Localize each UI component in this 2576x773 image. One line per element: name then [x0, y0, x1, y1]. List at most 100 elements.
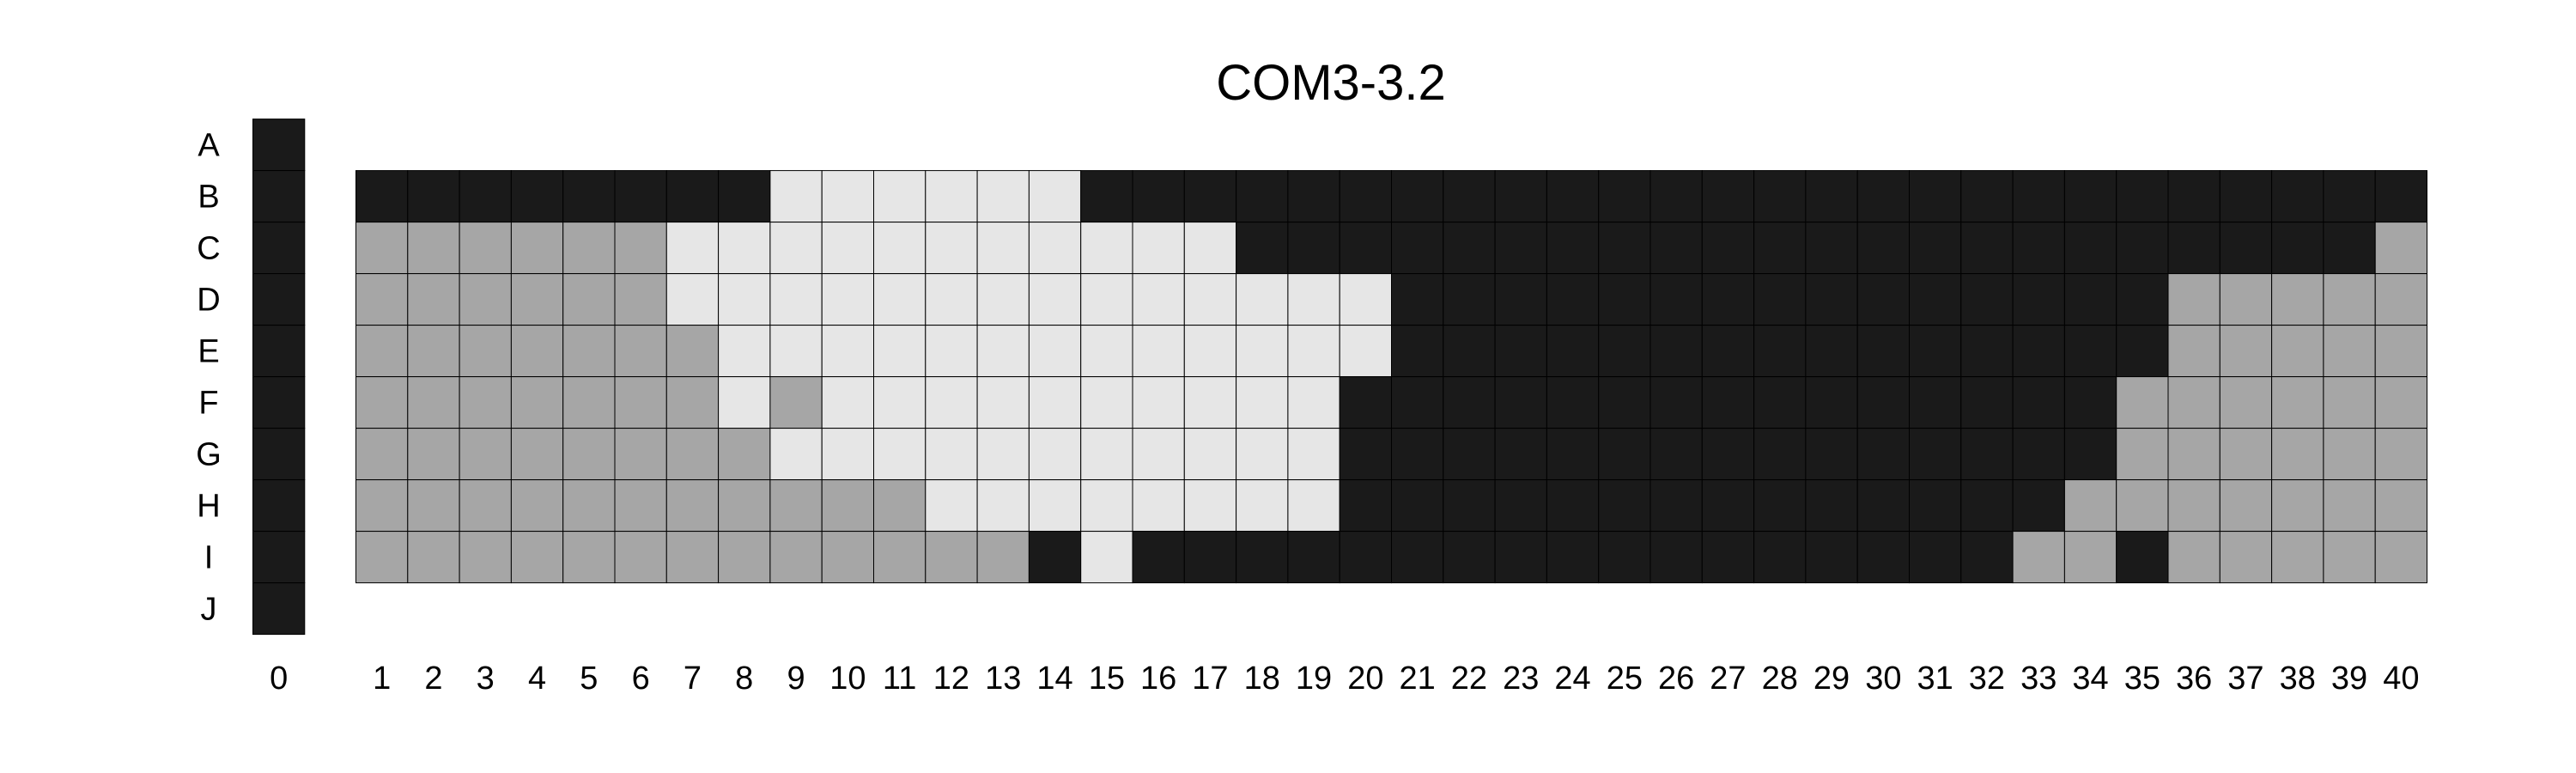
cell-E-0: [252, 325, 306, 378]
cell-B-33: [2012, 170, 2065, 223]
cell-I-39: [2323, 531, 2376, 584]
cell-H-22: [1443, 479, 1496, 533]
column-label-19: 19: [1296, 660, 1332, 697]
cell-H-10: [821, 479, 875, 533]
cell-C-25: [1598, 222, 1651, 275]
row-label-B: B: [197, 180, 219, 216]
cell-H-14: [1028, 479, 1082, 533]
cell-E-37: [2219, 325, 2273, 378]
cell-C-18: [1236, 222, 1289, 275]
cell-C-12: [925, 222, 978, 275]
cell-H-26: [1649, 479, 1703, 533]
column-label-30: 30: [1865, 660, 1901, 697]
column-label-12: 12: [933, 660, 969, 697]
cell-E-28: [1753, 325, 1807, 378]
cell-C-31: [1909, 222, 1962, 275]
cell-F-29: [1805, 376, 1858, 429]
cell-H-23: [1494, 479, 1547, 533]
cell-H-20: [1339, 479, 1392, 533]
cell-D-21: [1391, 273, 1444, 326]
cell-E-32: [1960, 325, 2014, 378]
cell-G-13: [976, 428, 1030, 481]
cell-D-28: [1753, 273, 1807, 326]
cell-C-35: [2116, 222, 2169, 275]
cell-E-2: [407, 325, 460, 378]
cell-G-17: [1183, 428, 1237, 481]
cell-G-12: [925, 428, 978, 481]
cell-B-4: [510, 170, 564, 223]
cell-B-39: [2323, 170, 2376, 223]
cell-D-7: [665, 273, 720, 326]
cell-G-18: [1236, 428, 1289, 481]
cell-I-29: [1805, 531, 1858, 584]
cell-H-28: [1753, 479, 1807, 533]
cell-B-15: [1080, 170, 1133, 223]
column-label-33: 33: [2020, 660, 2057, 697]
column-label-37: 37: [2227, 660, 2263, 697]
cell-D-34: [2063, 273, 2117, 326]
cell-E-22: [1443, 325, 1496, 378]
cell-B-27: [1701, 170, 1755, 223]
cell-B-38: [2271, 170, 2324, 223]
column-label-10: 10: [829, 660, 866, 697]
cell-F-19: [1287, 376, 1340, 429]
column-0-strip: [252, 119, 306, 636]
cell-B-20: [1339, 170, 1392, 223]
cell-D-33: [2012, 273, 2065, 326]
cell-C-7: [665, 222, 720, 275]
column-label-24: 24: [1554, 660, 1590, 697]
column-label-38: 38: [2280, 660, 2316, 697]
cell-I-16: [1132, 531, 1185, 584]
cell-B-30: [1856, 170, 1910, 223]
cell-G-8: [718, 428, 771, 481]
cell-B-11: [873, 170, 927, 223]
cell-C-26: [1649, 222, 1703, 275]
cell-G-0: [252, 428, 306, 481]
cell-F-36: [2167, 376, 2221, 429]
cell-F-5: [562, 376, 616, 429]
row-label-G: G: [196, 437, 222, 473]
cell-E-25: [1598, 325, 1651, 378]
cell-I-2: [407, 531, 460, 584]
cell-F-13: [976, 376, 1030, 429]
cell-G-1: [355, 428, 409, 481]
cell-G-6: [614, 428, 667, 481]
cell-C-13: [976, 222, 1030, 275]
cell-G-38: [2271, 428, 2324, 481]
cell-G-30: [1856, 428, 1910, 481]
cell-F-40: [2374, 376, 2427, 429]
cell-D-9: [769, 273, 823, 326]
cell-H-13: [976, 479, 1030, 533]
cell-F-15: [1080, 376, 1133, 429]
cell-B-1: [355, 170, 409, 223]
cell-H-37: [2219, 479, 2273, 533]
cell-E-15: [1080, 325, 1133, 378]
cell-I-21: [1391, 531, 1444, 584]
column-label-22: 22: [1451, 660, 1487, 697]
cell-E-14: [1028, 325, 1082, 378]
cell-D-36: [2167, 273, 2221, 326]
column-label-17: 17: [1192, 660, 1228, 697]
cell-E-11: [873, 325, 927, 378]
cell-H-2: [407, 479, 460, 533]
cell-F-9: [769, 376, 823, 429]
cell-C-14: [1028, 222, 1082, 275]
cell-C-27: [1701, 222, 1755, 275]
cell-I-32: [1960, 531, 2014, 584]
cell-C-28: [1753, 222, 1807, 275]
cell-D-31: [1909, 273, 1962, 326]
cell-B-8: [718, 170, 771, 223]
cell-G-5: [562, 428, 616, 481]
cell-G-20: [1339, 428, 1392, 481]
cell-E-36: [2167, 325, 2221, 378]
cell-D-1: [355, 273, 409, 326]
row-label-J: J: [201, 592, 217, 628]
cell-E-16: [1132, 325, 1185, 378]
cell-G-4: [510, 428, 564, 481]
cell-I-6: [614, 531, 667, 584]
cell-F-0: [252, 376, 306, 429]
cell-D-2: [407, 273, 460, 326]
column-label-14: 14: [1036, 660, 1072, 697]
cell-E-34: [2063, 325, 2117, 378]
